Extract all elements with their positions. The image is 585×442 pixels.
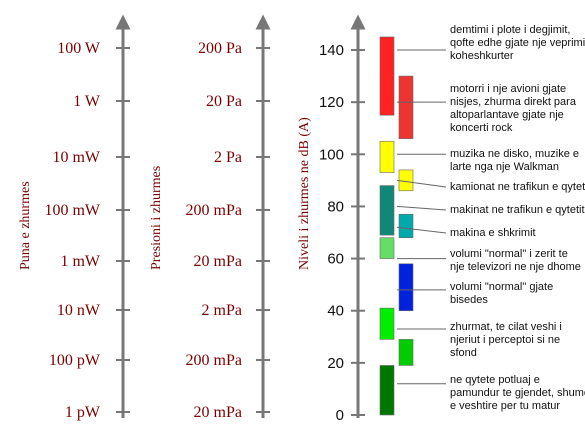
pressure-tick-label: 200 Pa xyxy=(198,40,242,57)
level-tick-label: 120 xyxy=(319,94,344,111)
level-tick-label: 100 xyxy=(319,146,344,163)
annotation-line: volumi "normal" gjate xyxy=(450,281,553,293)
annotation-line: muzika ne disko, muzike e xyxy=(450,148,579,160)
noise-bar xyxy=(379,237,395,259)
annotation-leader xyxy=(396,179,447,188)
annotation-line: kamionat ne trafikun e qytet xyxy=(450,181,585,193)
annotation-line: sfond xyxy=(450,347,477,359)
annotation-line: koncerti rock xyxy=(450,122,513,134)
noise-bar xyxy=(398,339,414,366)
power-tick-label: 100 pW xyxy=(49,352,101,369)
power-tick-label: 1 W xyxy=(73,93,101,110)
noise-bar xyxy=(379,365,395,416)
pressure-axis-title: Presioni i zhurmes xyxy=(149,166,164,270)
noise-bar xyxy=(379,36,395,116)
pressure-tick-label: 20 mPa xyxy=(194,404,242,421)
level-tick-label: 140 xyxy=(319,42,344,59)
annotation-line: bisedes xyxy=(450,294,488,306)
annotation-line: larte nga nje Walkman xyxy=(450,161,559,173)
power-axis-title: Puna e zhurmes xyxy=(18,181,33,270)
noise-bar xyxy=(398,75,414,139)
annotation-line: demtimi i plote i degjimit, xyxy=(450,24,570,36)
annotation-line: e veshtire per tu matur xyxy=(450,400,560,412)
level-tick-label: 60 xyxy=(327,251,344,268)
annotation-line: volumi "normal" i zerit te xyxy=(450,248,568,260)
annotation-line: makinat ne trafikun e qytetit xyxy=(450,204,585,216)
power-tick-label: 1 pW xyxy=(65,404,101,421)
annotation-line: altoparlantave gjate nje xyxy=(450,109,564,121)
annotation-line: nje televizori ne nje dhome xyxy=(450,261,581,273)
power-tick-label: 10 nW xyxy=(57,302,101,319)
annotation-leader xyxy=(396,226,447,234)
annotation-line: qofte edhe gjate nje veprimi xyxy=(450,37,585,49)
level-tick-label: 80 xyxy=(327,198,344,215)
annotation-line: ne qytete potluaj e xyxy=(450,374,540,386)
noise-bars xyxy=(379,36,414,416)
noise-bar xyxy=(398,263,414,312)
power-tick-label: 100 W xyxy=(57,40,101,57)
level-axis-title: Niveli i zhurmes ne dB (A) xyxy=(297,117,312,270)
noise-bar xyxy=(398,169,414,192)
noise-bar xyxy=(398,213,414,239)
annotation-line: zhurmat, te cilat veshi i xyxy=(450,321,562,333)
annotation-line: pamundur te gjendet, shume xyxy=(450,387,585,399)
pressure-axis: Presioni i zhurmes 200 Pa 20 Pa 2 Pa 200 mP… xyxy=(149,14,271,421)
level-tick-label: 20 xyxy=(327,355,344,372)
pressure-tick-label: 2 Pa xyxy=(214,149,242,166)
pressure-tick-label: 200 mPa xyxy=(186,202,242,219)
annotation-line: motorri i nje avioni gjate xyxy=(450,83,566,95)
power-axis: Puna e zhurmes 100 W 1 W 10 mW 100 mW 1 mW 10… xyxy=(18,14,131,421)
annotation-leader xyxy=(396,205,447,211)
noise-annotations: demtimi i plote i degjimit,qofte edhe gj… xyxy=(396,24,585,412)
noise-bar xyxy=(379,140,395,173)
annotation-line: koheshkurter xyxy=(450,50,514,62)
power-tick-label: 1 mW xyxy=(60,253,100,270)
annotation-line: njeriut i perceptoi si ne xyxy=(450,334,560,346)
pressure-tick-label: 200 mPa xyxy=(186,352,242,369)
level-tick-label: 0 xyxy=(336,407,344,424)
level-axis: Niveli i zhurmes ne dB (A) 140 120 100 80 60… xyxy=(297,14,366,424)
annotation-line: nisjes, zhurma direkt para xyxy=(450,96,577,108)
power-tick-label: 100 mW xyxy=(44,202,100,219)
annotation-line: makina e shkrimit xyxy=(450,227,536,239)
pressure-tick-label: 20 mPa xyxy=(194,253,242,270)
level-tick-label: 40 xyxy=(327,303,344,320)
pressure-tick-label: 2 mPa xyxy=(202,302,242,319)
noise-bar xyxy=(379,185,395,236)
power-tick-label: 10 mW xyxy=(52,149,100,166)
noise-bar xyxy=(379,307,395,340)
pressure-tick-label: 20 Pa xyxy=(206,93,242,110)
